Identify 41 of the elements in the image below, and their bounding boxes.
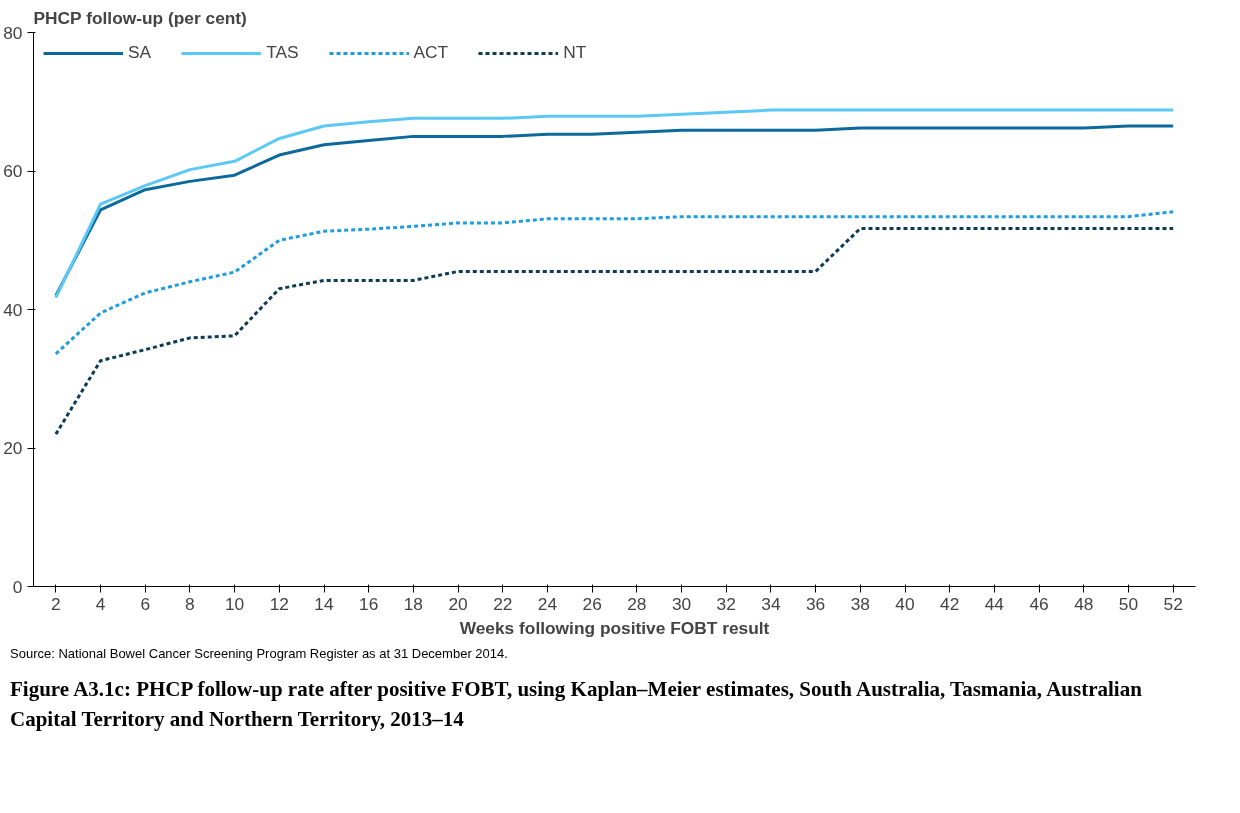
x-tick-label: 46 [1029, 593, 1049, 614]
legend-label: NT [563, 42, 587, 63]
source-note: Source: National Bowel Cancer Screening Program Register as at 31 December 2014. [10, 645, 508, 663]
x-tick-label: 30 [671, 593, 692, 614]
x-tick-label: 34 [761, 593, 781, 614]
x-tick-label: 24 [537, 593, 558, 614]
x-tick-label: 12 [269, 593, 289, 614]
y-tick-label: 0 [12, 576, 23, 597]
x-tick-label: 18 [403, 593, 424, 614]
x-tick-label: 8 [185, 593, 195, 614]
y-tick-label: 60 [3, 161, 23, 181]
x-tick-label: 2 [51, 593, 61, 614]
y-axis-title: PHCP follow-up (per cent) [33, 7, 247, 28]
y-tick-label: 80 [3, 22, 23, 43]
x-tick-label: 36 [805, 593, 826, 614]
text: Figure A3.1c: PHCP follow-up rate after positive FOBT, using Kaplan–Meier estimates, South Australia, Tasmania, Australian Capital Territory and Northern Territory, 2013–14 [10, 675, 1143, 733]
x-tick-label: 48 [1074, 593, 1094, 614]
x-axis-title: Weeks following positive FOBT result [459, 617, 770, 638]
y-tick-label: 40 [3, 299, 23, 320]
x-tick-label: 22 [493, 593, 513, 614]
x-tick-label: 42 [940, 593, 960, 614]
x-tick-label: 44 [984, 593, 1005, 614]
legend-label: ACT [413, 42, 449, 63]
x-tick-label: 14 [314, 593, 334, 614]
y-tick-label: 20 [3, 438, 23, 458]
x-tick-label: 38 [850, 593, 870, 614]
x-tick-label: 50 [1118, 593, 1139, 614]
x-tick-label: 26 [582, 593, 602, 614]
line-series [54, 226, 1175, 436]
x-tick-label: 52 [1163, 593, 1183, 614]
legend-label: TAS [266, 42, 299, 63]
x-tick-label: 20 [448, 593, 468, 614]
x-tick-label: 40 [895, 593, 915, 614]
x-tick-label: 32 [716, 593, 736, 614]
legend-label: SA [128, 42, 152, 63]
x-tick-label: 28 [627, 593, 647, 614]
x-tick-label: 16 [359, 593, 379, 614]
x-tick-label: 6 [140, 593, 151, 614]
x-tick-label: 4 [95, 593, 106, 614]
line-series [54, 210, 1175, 356]
x-tick-label: 10 [224, 593, 245, 614]
